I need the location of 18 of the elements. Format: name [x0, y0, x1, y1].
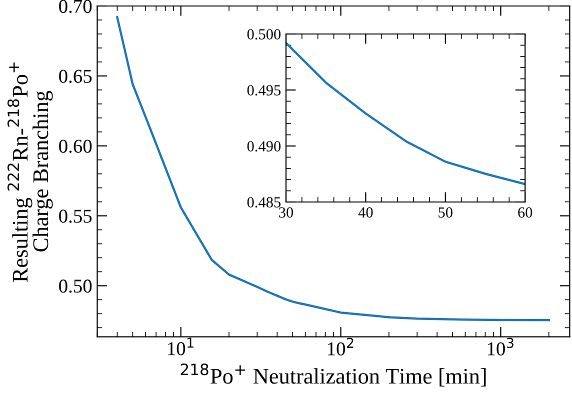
x-tick-label: 10$^{3}$	[488, 338, 514, 356]
text: Resulting $^{222}$Rn-$^{218}$Po$^{+}$ Charge Branching	[7, 62, 53, 282]
y-tick-label: 0.485	[247, 197, 281, 208]
x-tick-label: 60	[518, 207, 532, 218]
y-tick-label: 0.500	[247, 29, 281, 40]
x-tick-label: 30	[279, 207, 294, 218]
y-tick-label: 0.495	[247, 85, 281, 96]
y-tick-label: 0.50	[59, 280, 92, 293]
x-tick-label: 40	[358, 207, 373, 218]
y-tick-label: 0.55	[59, 210, 92, 223]
y-tick-label: 0.490	[247, 141, 281, 152]
x-tick-label: 10$^{2}$	[328, 338, 354, 356]
x-axis-title: $^{218}$Po$^{+}$ Neutralization Time [min]	[180, 363, 486, 387]
x-tick-label: 50	[438, 207, 452, 218]
y-tick-label: 0.65	[59, 70, 92, 83]
y-tick-label: 0.60	[59, 140, 92, 153]
y-tick-label: 0.70	[59, 0, 92, 14]
x-tick-label: 10$^{1}$	[168, 338, 194, 356]
